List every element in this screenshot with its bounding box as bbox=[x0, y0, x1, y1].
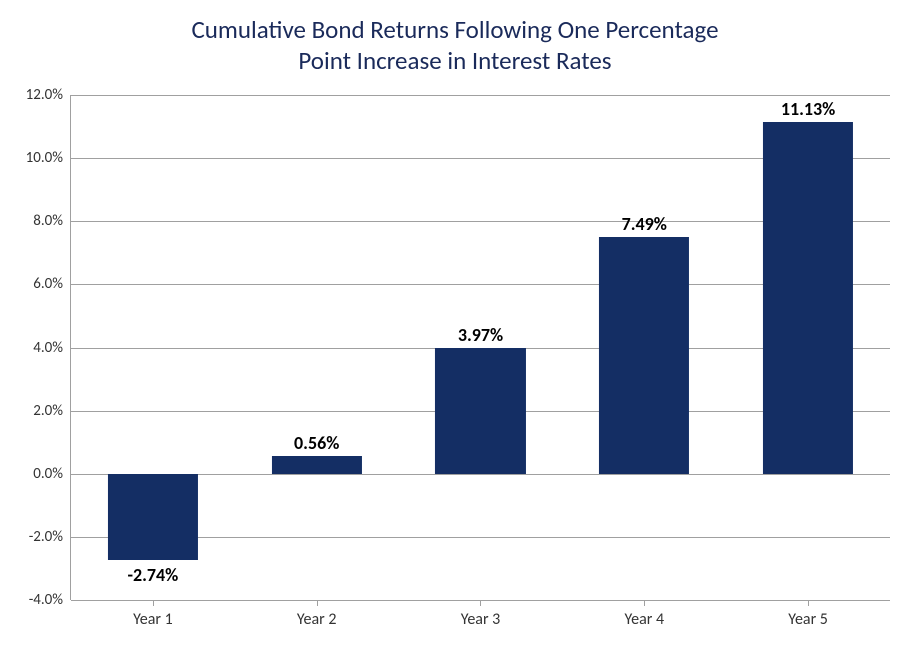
y-tick-label: 4.0% bbox=[33, 339, 71, 357]
y-tick-label: 12.0% bbox=[26, 86, 71, 104]
x-tick-mark bbox=[317, 600, 318, 606]
y-tick-label: -4.0% bbox=[29, 591, 71, 609]
y-tick-label: 2.0% bbox=[33, 402, 71, 420]
y-tick-label: -2.0% bbox=[29, 528, 71, 546]
bar-value-label: 3.97% bbox=[458, 324, 503, 346]
chart-title-line2: Point Increase in Interest Rates bbox=[298, 45, 611, 76]
chart-title-line1: Cumulative Bond Returns Following One Pe… bbox=[191, 14, 718, 45]
bar bbox=[763, 122, 853, 473]
bar bbox=[108, 474, 198, 560]
x-tick-mark bbox=[153, 600, 154, 606]
bar-group: 7.49%Year 4 bbox=[562, 95, 726, 600]
bar-value-label: -2.74% bbox=[127, 564, 178, 586]
bar bbox=[599, 237, 689, 473]
bar-group: 0.56%Year 2 bbox=[235, 95, 399, 600]
bar-value-label: 0.56% bbox=[294, 432, 339, 454]
chart-title: Cumulative Bond Returns Following One Pe… bbox=[0, 0, 910, 77]
chart-plot-area: -4.0%-2.0%0.0%2.0%4.0%6.0%8.0%10.0%12.0%… bbox=[70, 95, 890, 600]
y-tick-label: 0.0% bbox=[33, 465, 71, 483]
x-tick-mark bbox=[480, 600, 481, 606]
y-tick-label: 8.0% bbox=[33, 212, 71, 230]
bar-group: 3.97%Year 3 bbox=[399, 95, 563, 600]
x-tick-mark bbox=[808, 600, 809, 606]
y-tick-label: 10.0% bbox=[26, 149, 71, 167]
y-tick-label: 6.0% bbox=[33, 275, 71, 293]
bar bbox=[435, 348, 525, 473]
bar-value-label: 7.49% bbox=[622, 213, 667, 235]
bar-group: 11.13%Year 5 bbox=[726, 95, 890, 600]
bar-value-label: 11.13% bbox=[781, 98, 835, 120]
x-tick-mark bbox=[644, 600, 645, 606]
bar bbox=[272, 456, 362, 474]
bar-group: -2.74%Year 1 bbox=[71, 95, 235, 600]
